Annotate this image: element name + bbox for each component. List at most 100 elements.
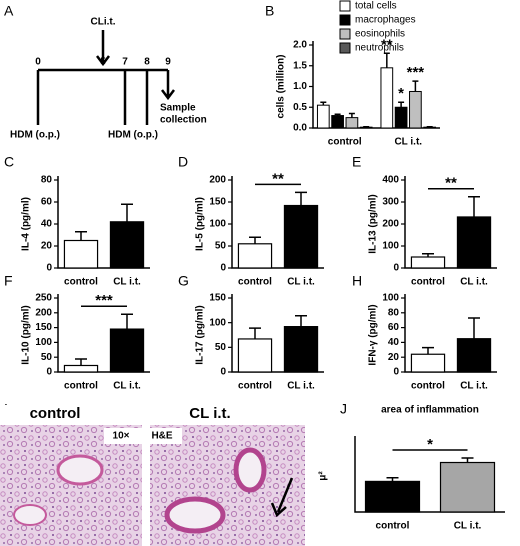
- sensitization-label: HDM (o.p.): [10, 130, 60, 141]
- x-tick-label: control: [64, 277, 98, 288]
- legend-swatch: [339, 14, 351, 26]
- timeline-lines: [36, 68, 168, 125]
- histology-image: [0, 425, 142, 546]
- y-tick-label: 0.5: [293, 102, 307, 113]
- bar: [109, 328, 145, 373]
- error-bar: [121, 203, 133, 222]
- error-bar: [249, 327, 261, 339]
- label-band: [0, 405, 142, 425]
- bar: [109, 221, 145, 269]
- error-bar: [386, 477, 399, 482]
- bar: [283, 204, 319, 269]
- y-tick-label: 100: [209, 219, 226, 230]
- bar: [283, 326, 319, 373]
- timeline-diagram: A CLi.t. 0 5 7 8 9 HDM (o.p.) HDM (o.p.)…: [4, 3, 207, 141]
- y-tick-label: 400: [382, 175, 399, 186]
- y-tick-label: 20: [41, 241, 53, 252]
- bar: [331, 115, 344, 129]
- y-axis-label: cells (million): [276, 55, 287, 119]
- x-tick-label: control: [238, 381, 272, 392]
- y-tick-label: 0: [220, 367, 226, 378]
- y-axis-label: IL-17 (pg/ml): [195, 305, 206, 364]
- day-label: 7: [122, 57, 128, 68]
- x-tick-label: CL i.t.: [287, 381, 315, 392]
- panel-label: G: [178, 273, 189, 289]
- endpoint-label: collection: [160, 115, 207, 126]
- legend-label: total cells: [355, 1, 397, 12]
- y-tick-label: 60: [41, 197, 53, 208]
- y-tick-label: 100: [382, 241, 399, 252]
- y-tick-label: 1.0: [293, 81, 307, 92]
- y-tick-label: 50: [41, 352, 53, 363]
- error-bar: [295, 315, 307, 327]
- airway: [164, 496, 226, 534]
- bar: [63, 239, 99, 269]
- error-bar: [468, 317, 480, 339]
- magnification: 10×: [113, 431, 130, 442]
- significance-label: ***: [95, 292, 113, 309]
- y-axis-label: IL-4 (pg/ml): [21, 197, 32, 251]
- bar: [456, 338, 492, 373]
- error-bar: [461, 457, 474, 463]
- stain-box: [104, 428, 182, 444]
- y-tick-label: 60: [388, 322, 400, 333]
- error-bar: [75, 358, 87, 366]
- panel-label: F: [4, 273, 13, 289]
- panel-label: D: [178, 154, 188, 170]
- y-tick-label: 80: [388, 307, 400, 318]
- histology: I control CL i.t. 10× H&E: [0, 401, 305, 546]
- error-bar: [348, 112, 355, 118]
- y-axis-label: IL-10 (pg/ml): [21, 305, 32, 364]
- legend-swatch: [339, 42, 351, 54]
- bar: [456, 216, 492, 269]
- error-bar: [412, 80, 419, 92]
- y-tick-label: 40: [388, 337, 400, 348]
- bar: [237, 338, 273, 373]
- y-tick-label: 300: [382, 197, 399, 208]
- bar: [63, 364, 99, 373]
- panel-label: A: [4, 3, 14, 19]
- challenge-label: HDM (o.p.): [108, 130, 158, 141]
- inflammation-arrow: [270, 477, 294, 518]
- end-arrow: [161, 70, 175, 101]
- stain: H&E: [151, 431, 172, 442]
- day-label: 8: [144, 57, 150, 68]
- day-label: 5: [100, 57, 106, 68]
- y-tick-label: 0: [393, 263, 399, 274]
- error-bar: [334, 113, 341, 116]
- treatment-arrow: [96, 30, 110, 67]
- x-tick-label: control: [328, 137, 362, 148]
- y-tick-label: 150: [35, 322, 52, 333]
- x-tick-label: CL i.t.: [394, 137, 422, 148]
- bar: [439, 461, 496, 513]
- panel-label: E: [352, 154, 361, 170]
- y-tick-label: 20: [388, 352, 400, 363]
- significance-label: **: [445, 175, 457, 192]
- bar: [237, 243, 273, 269]
- y-tick-label: 0: [46, 367, 52, 378]
- y-tick-label: 50: [215, 241, 227, 252]
- bar: [410, 353, 446, 373]
- significance-label: ***: [407, 64, 425, 81]
- significance-label: *: [398, 85, 404, 102]
- y-tick-label: 250: [35, 293, 52, 304]
- bar: [380, 67, 394, 129]
- error-bar: [422, 252, 434, 257]
- error-bar: [75, 230, 87, 241]
- error-bar: [295, 191, 307, 206]
- x-tick-label: control: [411, 277, 445, 288]
- day-label: 0: [35, 57, 41, 68]
- x-tick-label: CL i.t.: [460, 381, 488, 392]
- y-axis-label: IFN-γ (pg/ml): [368, 304, 379, 365]
- y-axis-label: μ²: [318, 471, 329, 481]
- significance-label: **: [272, 170, 284, 187]
- y-axis-label: IL-5 (pg/ml): [195, 197, 206, 251]
- y-tick-label: 80: [41, 175, 53, 186]
- x-tick-label: control: [64, 381, 98, 392]
- day-label: 9: [165, 57, 171, 68]
- bar: [345, 117, 359, 129]
- x-tick-label: CL i.t.: [460, 277, 488, 288]
- significance-label: *: [427, 436, 433, 453]
- x-tick-label: CL i.t.: [287, 277, 315, 288]
